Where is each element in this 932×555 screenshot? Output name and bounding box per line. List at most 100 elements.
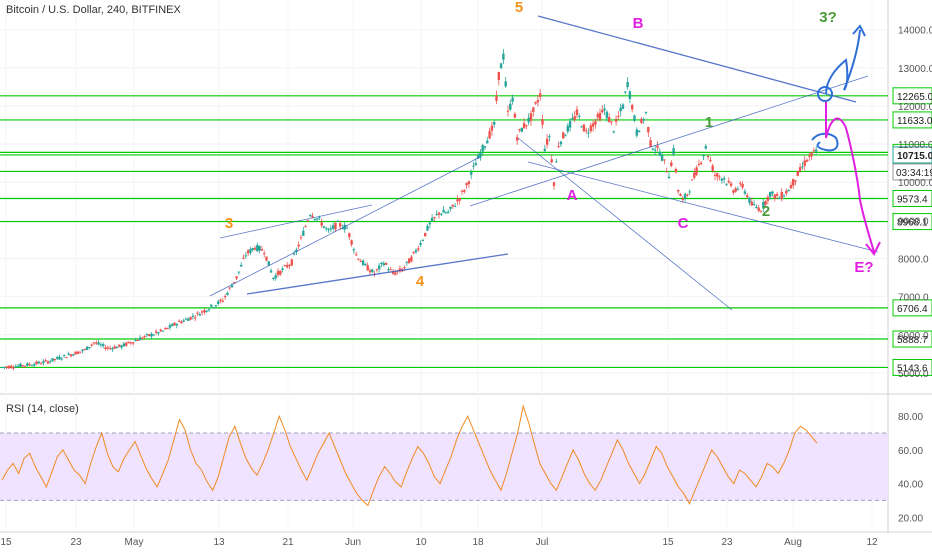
candle-body	[141, 337, 144, 339]
candle-body	[663, 159, 666, 161]
x-tick-label: 12	[866, 537, 878, 548]
candle-body	[249, 249, 252, 253]
candle-body	[309, 215, 312, 217]
wave-label: E?	[854, 259, 873, 276]
candle-body	[642, 119, 645, 121]
candle-body	[44, 360, 47, 362]
rsi-panel	[0, 404, 888, 507]
candle-body	[575, 109, 579, 116]
candle-body	[582, 124, 586, 132]
candle-body	[366, 265, 369, 271]
candle-body	[635, 129, 638, 136]
candle-body	[605, 111, 609, 119]
candle-body	[286, 265, 289, 268]
candle-body	[504, 81, 507, 87]
candle-body	[99, 344, 103, 346]
candle-body	[26, 363, 29, 366]
candle-body	[660, 155, 664, 161]
candle-body	[601, 109, 604, 113]
candle-body	[325, 227, 328, 229]
candle-body	[686, 194, 689, 196]
candle-body	[90, 344, 93, 346]
candle-body	[621, 104, 625, 109]
candle-body	[752, 204, 756, 206]
candle-body	[343, 224, 346, 230]
candle-body	[368, 270, 372, 273]
lower-channel-line	[527, 161, 879, 253]
candle-body	[46, 361, 50, 364]
candle-body	[665, 171, 668, 173]
arrow-down-head	[865, 241, 881, 256]
candle-body	[152, 334, 155, 336]
candle-body	[773, 194, 776, 199]
candle-body	[718, 176, 721, 178]
candle-body	[700, 162, 703, 164]
candle-body	[403, 267, 406, 269]
candle-body	[658, 151, 661, 156]
candle-body	[741, 183, 744, 188]
candle-body	[499, 63, 503, 69]
level-tag	[892, 213, 932, 231]
candle-body	[697, 163, 701, 165]
candle-body	[56, 357, 59, 359]
candle-body	[815, 149, 818, 152]
candle-body	[313, 218, 316, 220]
candle-body	[527, 117, 530, 123]
candle-body	[414, 250, 418, 253]
candle-body	[764, 200, 767, 205]
candle-body	[683, 194, 687, 199]
candle-body	[196, 312, 199, 314]
candle-body	[104, 347, 107, 350]
level-tag	[892, 189, 932, 207]
candle-body	[30, 365, 34, 367]
candle-body	[619, 107, 622, 112]
candle-body	[550, 159, 553, 163]
level-tag-label: 12265.0	[897, 92, 932, 103]
candle-body	[417, 248, 420, 250]
candle-body	[23, 365, 27, 367]
candle-body	[51, 358, 54, 362]
candle-body	[173, 322, 176, 326]
candle-body	[509, 103, 512, 110]
candle-body	[497, 71, 500, 80]
rsi-tick-label: 20.00	[898, 513, 923, 524]
candle-body	[787, 190, 790, 192]
candle-body	[734, 188, 737, 192]
candle-body	[253, 247, 257, 250]
x-tick-label: Jun	[345, 537, 361, 548]
candle-body	[451, 204, 454, 207]
candle-body	[474, 163, 477, 166]
candles	[0, 48, 818, 371]
candle-body	[426, 225, 429, 231]
rsi-band	[0, 433, 888, 501]
candle-body	[62, 354, 66, 356]
y-tick-label: 6000.0	[898, 331, 929, 342]
candle-body	[394, 272, 397, 275]
candle-body	[246, 250, 250, 254]
candle-body	[709, 159, 712, 162]
level-tag	[892, 330, 932, 348]
candle-body	[539, 93, 542, 97]
candle-body	[391, 271, 395, 274]
candle-body	[283, 265, 287, 267]
y-tick-label: 13000.0	[898, 64, 932, 75]
candle-body	[233, 281, 236, 283]
candle-body	[792, 178, 795, 186]
candle-body	[488, 131, 491, 139]
candle-body	[720, 178, 724, 181]
candle-body	[304, 226, 307, 228]
candle-body	[214, 305, 218, 307]
candle-body	[292, 253, 296, 255]
candle-body	[444, 212, 448, 214]
x-tick-label: May	[125, 537, 144, 548]
candle-body	[617, 115, 620, 117]
candle-body	[412, 251, 415, 254]
candle-body	[656, 145, 659, 148]
candle-body	[389, 269, 392, 271]
candle-body	[647, 126, 650, 133]
candle-body	[122, 343, 126, 347]
chart-title: Bitcoin / U.S. Dollar, 240, BITFINEX	[6, 4, 182, 16]
candle-body	[198, 314, 201, 316]
